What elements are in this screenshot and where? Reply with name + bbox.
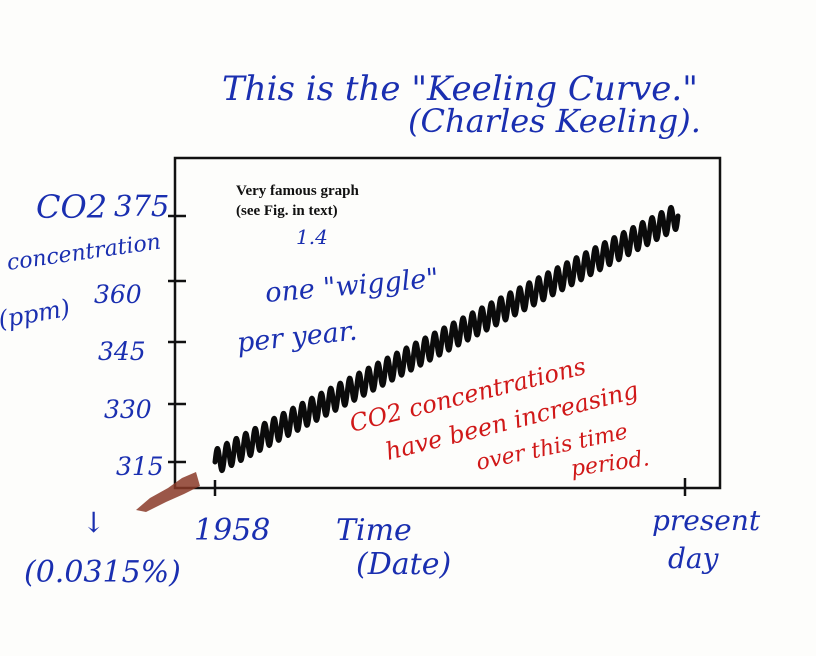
fig-number: 1.4 [296,225,328,249]
wiggle-note-line2: per year. [235,316,358,359]
y-axis-label-line2: concentration [5,230,162,276]
wiggle-note-line1: one "wiggle" [264,263,440,309]
y-tick-label: 315 [116,452,164,481]
keeling-curve-line [212,204,681,474]
x-tick-label: 1958 [194,513,270,548]
origin-smudge [136,472,200,512]
y-tick-marks [168,214,186,464]
percent-note: (0.0315%) [24,555,181,590]
y-tick-label: 345 [98,337,146,366]
printed-note-line1: Very famous graph [236,183,359,199]
plot-frame [173,156,722,490]
origin-arrow: ↓ [82,506,105,539]
x-tick-label-line2: day [668,542,720,575]
x-tick-label-line1: present [652,504,761,537]
y-tick-label: 360 [94,280,142,309]
header-subtitle: (Charles Keeling). [408,102,701,140]
printed-note-line2: (see Fig. in text) [236,203,338,219]
y-tick-label: 375 [114,189,169,223]
x-axis-label-line2: (Date) [356,547,451,582]
y-tick-label: 330 [104,395,152,424]
x-tick-marks [213,478,687,496]
y-axis-label-line3: (ppm) [0,294,72,334]
header-title: This is the "Keeling Curve." [222,69,698,109]
y-axis-label-line1: CO2 [36,188,107,226]
x-axis-label-line1: Time [336,513,412,548]
